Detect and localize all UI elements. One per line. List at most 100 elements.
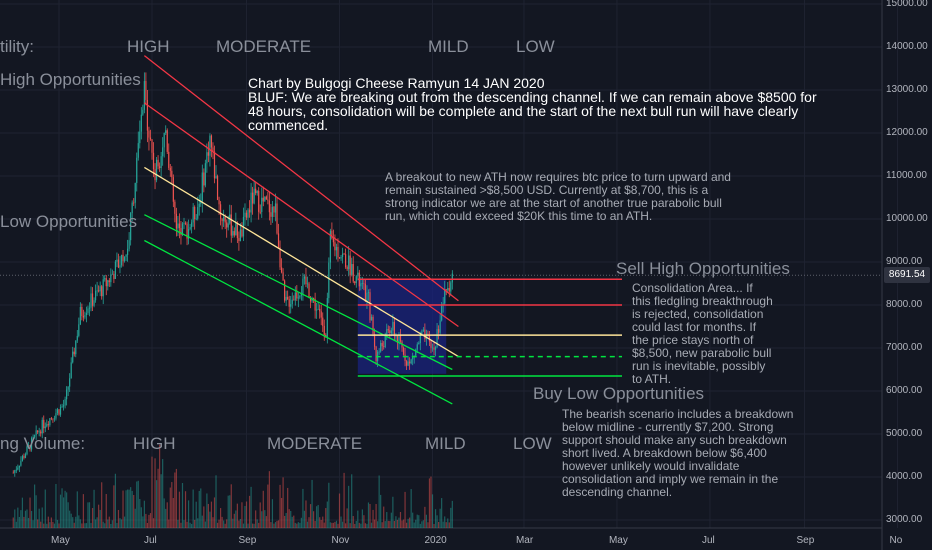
volume-bar [160, 474, 162, 528]
volume-bar [312, 511, 315, 528]
candle-body [180, 227, 182, 235]
candle-body [206, 152, 208, 164]
candle-body [328, 262, 330, 299]
candle-body [433, 347, 435, 350]
candle-body [125, 254, 127, 257]
candle-body [444, 289, 446, 304]
volume-bar [352, 516, 354, 528]
candle-body [390, 330, 392, 334]
volume-bar [311, 479, 313, 528]
candle-body [90, 293, 92, 308]
volume-bar [395, 516, 397, 528]
candle-body [102, 279, 104, 297]
candle-body [142, 109, 144, 115]
candle-body [364, 283, 367, 302]
volume-bar [434, 509, 437, 528]
volume-bar [143, 500, 145, 528]
volume-bar [99, 509, 101, 528]
x-tick-label: Nov [331, 535, 350, 546]
volume-bar [450, 507, 452, 528]
candle-body [373, 334, 376, 347]
candle-body [88, 307, 91, 309]
candle-body [239, 229, 242, 242]
volume-bar [364, 523, 367, 528]
candle-body [104, 278, 106, 280]
volume-bar [149, 513, 152, 528]
candle-body [143, 81, 145, 110]
volume-bar [294, 522, 296, 528]
volume-bar [69, 510, 71, 528]
candle-body [360, 283, 362, 287]
candle-body [430, 341, 432, 348]
x-tick-label: Sep [238, 535, 257, 546]
candle-body [108, 280, 110, 283]
volume-bar [345, 523, 347, 528]
candle-body [352, 264, 354, 282]
candle-body [398, 335, 400, 343]
volume-bar [62, 497, 65, 528]
volume-bar [72, 517, 74, 528]
candle-body [52, 418, 54, 420]
candle-body [15, 469, 17, 471]
volume-bar [139, 499, 141, 528]
volume-bar [332, 522, 335, 528]
candle-body [399, 335, 402, 342]
volume-bar [117, 509, 120, 528]
volume-bar [30, 510, 33, 528]
candle-body [262, 197, 264, 202]
candle-body [409, 361, 411, 364]
candle-body [212, 147, 214, 152]
candle-body [165, 130, 167, 134]
candle-body [159, 166, 161, 169]
volume-bar [264, 510, 266, 528]
volume-bar [191, 523, 193, 528]
candle-body [255, 188, 257, 194]
volume-bar [252, 523, 254, 528]
volume-bar [116, 522, 118, 528]
y-tick-label: 3000.00 [886, 514, 923, 525]
candle-body [241, 229, 243, 237]
volume-bar [319, 517, 321, 528]
candle-body [345, 254, 347, 268]
volume-bar [354, 523, 356, 528]
y-tick-label: 15000.00 [886, 0, 928, 9]
volume-bar [64, 490, 66, 528]
volume-bar [425, 514, 428, 528]
candle-body [207, 152, 210, 156]
volume-bar [271, 499, 274, 528]
volume-bar [430, 476, 432, 528]
candle-body [191, 222, 193, 228]
candle-body [218, 199, 220, 205]
volatility-label: tility: [0, 37, 34, 56]
volume-bar [387, 520, 389, 528]
volume-bar [233, 513, 235, 528]
volume-bar [380, 494, 382, 528]
volume-bar [442, 521, 444, 528]
volume-bar [267, 484, 269, 528]
candle-body [323, 325, 325, 335]
candle-body [73, 351, 75, 355]
candle-body [81, 306, 83, 317]
volume-bar [317, 504, 319, 528]
candle-body [189, 227, 191, 230]
candle-body [361, 283, 363, 285]
volume-bar [79, 519, 81, 528]
volume-bar [175, 468, 177, 528]
candle-body [250, 192, 252, 213]
channel-line [144, 166, 459, 358]
candle-body [235, 222, 237, 236]
candle-body [381, 342, 383, 347]
candle-body [195, 218, 197, 220]
candle-body [334, 242, 336, 251]
volume-bar [29, 497, 31, 528]
candle-body [44, 426, 46, 429]
candle-body [175, 213, 177, 229]
candle-body [192, 206, 194, 223]
volume-bar [378, 475, 380, 528]
volume-bar [367, 502, 370, 528]
volume-label: ng Volume: [0, 434, 86, 453]
volume-bar [76, 491, 78, 528]
volume-bar [223, 520, 225, 528]
candle-body [378, 351, 380, 353]
